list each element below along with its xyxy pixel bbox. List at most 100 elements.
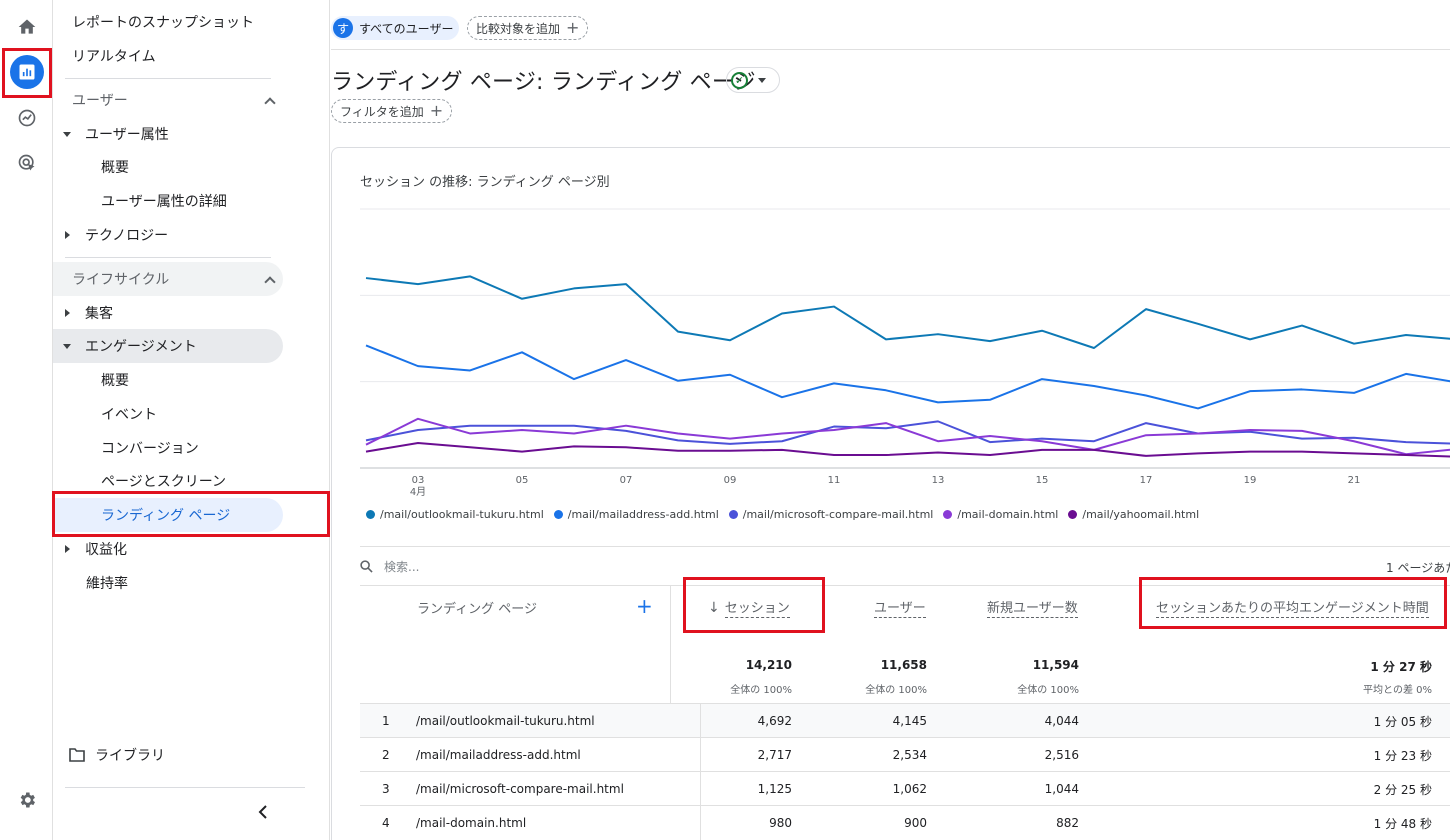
- segment-label: すべてのユーザー: [359, 21, 454, 36]
- search-icon: [360, 560, 373, 573]
- search-input[interactable]: 検索...: [384, 560, 420, 574]
- column-divider: [700, 738, 701, 772]
- nav-retention[interactable]: 維持率: [86, 576, 128, 592]
- add-comparison-label: 比較対象を追加: [476, 21, 561, 36]
- nav-monetization[interactable]: 収益化: [63, 532, 127, 566]
- series-line: [365, 441, 1450, 458]
- nav-conversions[interactable]: コンバージョン: [101, 441, 199, 457]
- row-sessions: 4,692: [757, 714, 792, 728]
- col-new-users: 新規ユーザー数: [987, 601, 1078, 618]
- segment-all-users[interactable]: す すべてのユーザー: [331, 16, 459, 40]
- series-line: [365, 417, 1450, 456]
- row-users: 2,534: [892, 748, 927, 762]
- col-landing-page: ランディング ページ: [417, 602, 537, 617]
- nav-realtime[interactable]: リアルタイム: [72, 49, 156, 65]
- legend-item[interactable]: /mail/outlookmail-tukuru.html: [366, 508, 544, 521]
- nav-landing-page[interactable]: ランディング ページ: [101, 508, 231, 524]
- legend-item[interactable]: /mail/yahoomail.html: [1068, 508, 1199, 521]
- nav-section-user[interactable]: ユーザー: [72, 83, 278, 117]
- x-tick-label: 21: [1348, 475, 1361, 486]
- row-users: 900: [904, 816, 927, 830]
- legend-label: /mail-domain.html: [957, 508, 1059, 521]
- caret-down-icon: [758, 77, 766, 83]
- nav-library[interactable]: ライブラリ: [69, 738, 165, 772]
- row-page[interactable]: /mail/microsoft-compare-mail.html: [416, 782, 624, 796]
- table-row[interactable]: 3 /mail/microsoft-compare-mail.html 1,12…: [360, 771, 1450, 806]
- settings-icon[interactable]: [10, 783, 44, 817]
- total-new-users: 11,594: [1032, 658, 1079, 672]
- series-line: [365, 420, 1450, 445]
- table-row[interactable]: 2 /mail/mailaddress-add.html 2,717 2,534…: [360, 737, 1450, 772]
- add-dimension-button[interactable]: +: [636, 594, 653, 618]
- row-page[interactable]: /mail/mailaddress-add.html: [416, 748, 581, 762]
- row-page[interactable]: /mail-domain.html: [416, 816, 527, 830]
- legend-label: /mail/microsoft-compare-mail.html: [742, 508, 934, 521]
- table-row[interactable]: 1 /mail/outlookmail-tukuru.html 4,692 4,…: [360, 703, 1450, 738]
- status-dropdown[interactable]: ✓: [726, 67, 780, 93]
- row-users: 1,062: [892, 782, 927, 796]
- table-search[interactable]: 検索...: [360, 558, 419, 575]
- reports-icon[interactable]: [10, 55, 44, 89]
- col-sessions-header[interactable]: ↓ セッション: [708, 597, 790, 618]
- legend-label: /mail/yahoomail.html: [1082, 508, 1200, 521]
- divider: [65, 257, 271, 258]
- col-new-users-header[interactable]: 新規ユーザー数: [987, 597, 1078, 618]
- column-divider: [700, 704, 701, 738]
- nav-section-lifecycle[interactable]: ライフサイクル: [72, 262, 278, 296]
- x-tick-label: 03: [412, 475, 425, 486]
- nav-user-attr[interactable]: ユーザー属性: [63, 117, 169, 151]
- page-title: ランディング ページ: ランディング ページ: [331, 70, 756, 95]
- row-avg-time: 1 分 48 秒: [1373, 816, 1432, 831]
- nav-acquisition[interactable]: 集客: [63, 296, 113, 330]
- row-sessions: 980: [769, 816, 792, 830]
- rows-per-page[interactable]: 1 ページあた: [1386, 561, 1450, 575]
- landing-page-highlight: [53, 498, 283, 532]
- collapse-button[interactable]: [253, 802, 273, 822]
- nav-overview-2[interactable]: 概要: [101, 373, 129, 389]
- add-filter-label: フィルタを追加: [340, 104, 424, 119]
- legend-dot-icon: [943, 510, 953, 519]
- chart-title: セッション の推移: ランディング ページ別: [360, 175, 610, 190]
- row-rank: 1: [382, 714, 390, 728]
- nav-overview-1[interactable]: 概要: [101, 160, 129, 176]
- col-users-header[interactable]: ユーザー: [874, 597, 926, 618]
- avatar: す: [333, 18, 353, 38]
- add-comparison-button[interactable]: 比較対象を追加 +: [467, 16, 589, 40]
- legend-item[interactable]: /mail/microsoft-compare-mail.html: [728, 508, 934, 521]
- add-filter-button[interactable]: フィルタを追加 +: [331, 99, 453, 123]
- nav-events[interactable]: イベント: [101, 407, 157, 423]
- column-divider: [700, 772, 701, 806]
- total-avg-time-sub: 平均との差 0%: [1363, 685, 1432, 696]
- explore-icon[interactable]: [10, 101, 44, 135]
- series-line: [365, 344, 1450, 410]
- x-tick-label: 11: [828, 475, 841, 486]
- x-tick-label: 15: [1036, 475, 1049, 486]
- advertising-icon[interactable]: [10, 146, 44, 180]
- table-row[interactable]: 4 /mail-domain.html 980 900 882 1 分 48 秒: [360, 805, 1450, 840]
- col-avg-time-header[interactable]: セッションあたりの平均エンゲージメント時間: [1156, 597, 1429, 618]
- legend-label: /mail/mailaddress-add.html: [567, 508, 719, 521]
- row-sessions: 1,125: [757, 782, 792, 796]
- nav-engagement[interactable]: エンゲージメント: [63, 329, 197, 363]
- divider: [360, 585, 1450, 586]
- line-chart: 03 05 07 09 11 13 15 17 19 21 4月: [360, 208, 1450, 498]
- row-page[interactable]: /mail/outlookmail-tukuru.html: [416, 714, 595, 728]
- chart-legend: /mail/outlookmail-tukuru.html/mail/maila…: [366, 508, 1209, 521]
- nav-technology[interactable]: テクノロジー: [63, 218, 168, 252]
- nav-user-attr-detail[interactable]: ユーザー属性の詳細: [101, 194, 227, 210]
- col-sessions: セッション: [724, 601, 790, 618]
- total-sessions: 14,210: [745, 658, 792, 672]
- legend-item[interactable]: /mail-domain.html: [943, 508, 1058, 521]
- nav-section-user-label: ユーザー: [72, 93, 128, 109]
- legend-item[interactable]: /mail/mailaddress-add.html: [553, 508, 719, 521]
- divider: [65, 787, 305, 788]
- total-sessions-sub: 全体の 100%: [730, 685, 792, 696]
- nav-pages-screens[interactable]: ページとスクリーン: [101, 474, 227, 490]
- home-icon[interactable]: [10, 10, 44, 44]
- legend-label: /mail/outlookmail-tukuru.html: [380, 508, 544, 521]
- caret-right-icon: [65, 545, 70, 553]
- divider: [360, 546, 1450, 547]
- nav-snapshot[interactable]: レポートのスナップショット: [72, 15, 254, 31]
- x-tick-label: 13: [932, 475, 945, 486]
- row-new-users: 2,516: [1044, 748, 1079, 762]
